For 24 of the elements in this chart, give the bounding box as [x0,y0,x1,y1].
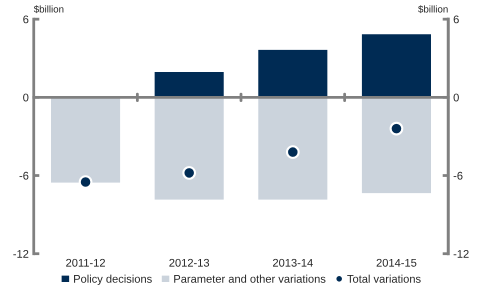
point [78,175,92,189]
point [286,145,300,159]
point [390,122,404,136]
x-tick-label: 2011-12 [66,258,105,267]
bar [256,96,329,201]
bar [153,96,226,201]
y-tick-label: 0 [23,94,28,102]
x-tick-label: 2014-15 [376,258,416,267]
legend-label: Parameter and other variations [174,274,326,283]
point [182,166,196,180]
y-tick-label: -12 [13,250,28,258]
x-tick-label: 2013-14 [272,258,313,267]
y-axis-title: $billion [34,5,64,14]
legend-label: Policy decisions [74,274,152,285]
y-tick-label: -6 [19,172,28,180]
legend-label: Total variations [347,274,421,283]
bar [360,96,432,194]
y2-tick-label: 0 [454,94,459,102]
y-tick-label: 6 [23,15,28,24]
y2-axis-title: $billion [418,5,448,14]
y2-tick-label: -12 [454,250,469,258]
y2-tick-label: -6 [454,172,463,180]
y2-tick-label: 6 [454,15,459,24]
x-tick-label: 2012-13 [169,258,210,267]
